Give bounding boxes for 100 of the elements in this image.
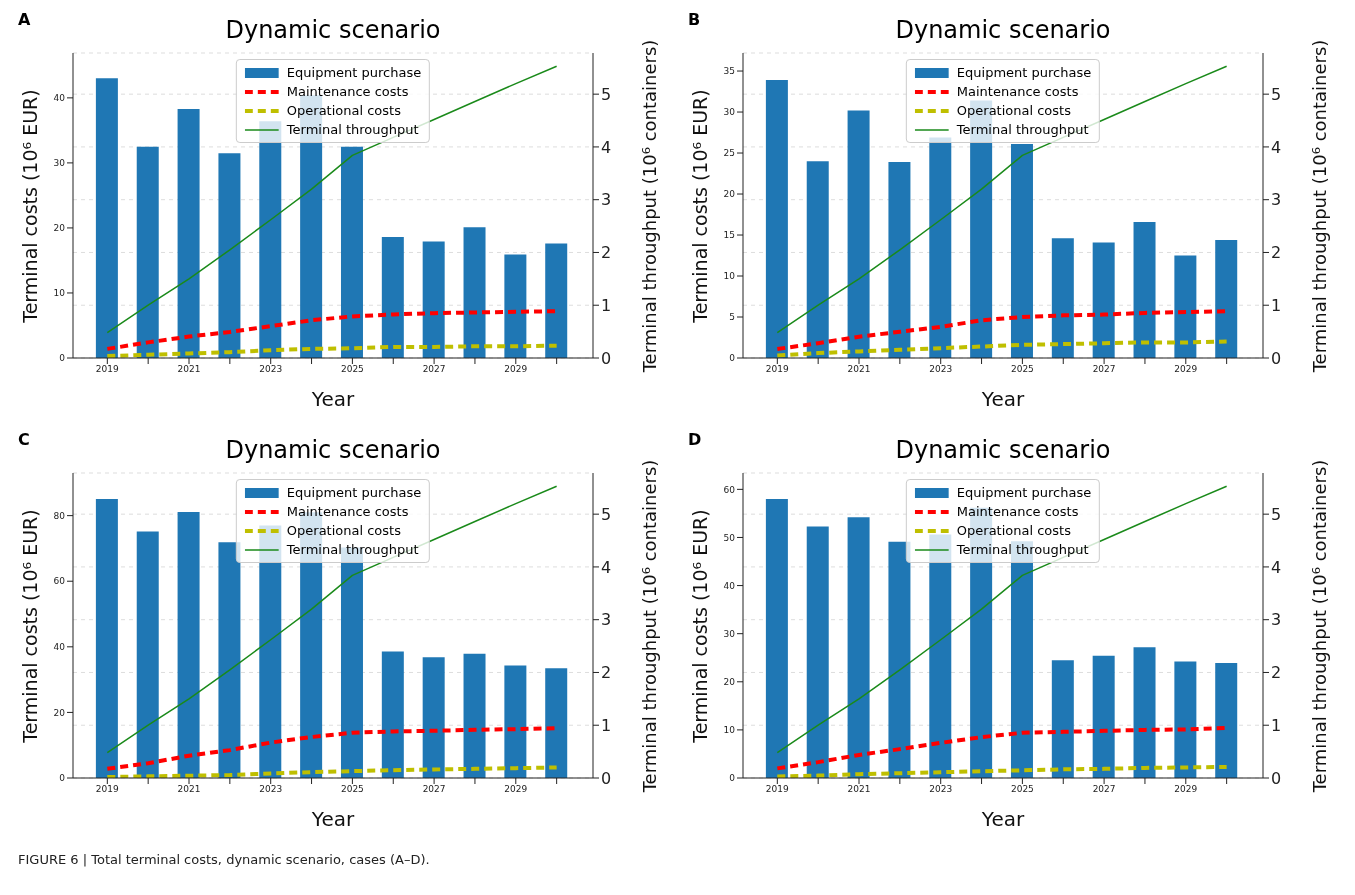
legend-label: Maintenance costs (956, 504, 1079, 519)
x-tick-label: 2027 (1092, 364, 1116, 375)
bar (545, 243, 568, 358)
y-tick-label: 10 (723, 725, 736, 736)
bar (95, 498, 118, 778)
y2-tick-label: 1 (601, 295, 612, 315)
y2-tick-label: 4 (1271, 137, 1282, 157)
bar (1092, 655, 1115, 778)
y-tick-label: 30 (53, 158, 66, 169)
x-tick-label: 2025 (340, 364, 364, 375)
bar (765, 498, 788, 778)
line-series (775, 339, 1229, 358)
y2-axis-title: Terminal throughput (10⁶ containers) (638, 39, 660, 372)
y-tick-label: 15 (723, 230, 735, 241)
y-tick-label: 5 (729, 312, 735, 323)
legend-label: Maintenance costs (956, 84, 1079, 99)
legend-label: Equipment purchase (286, 65, 422, 80)
x-tick-label: 2027 (422, 364, 446, 375)
x-tick-label: 2029 (1174, 784, 1198, 795)
y-tick-label: 10 (723, 271, 736, 282)
x-tick-label: 2021 (177, 784, 201, 795)
bar (1174, 255, 1197, 358)
y-tick-label: 40 (53, 642, 66, 653)
legend-label: Operational costs (956, 523, 1071, 538)
x-axis-title: Year (310, 387, 355, 411)
legend-label: Maintenance costs (286, 504, 409, 519)
x-tick-label: 2029 (504, 364, 528, 375)
y2-tick-label: 3 (1271, 610, 1282, 630)
bar (422, 241, 445, 358)
bar (1133, 221, 1156, 358)
y2-tick-label: 5 (601, 84, 612, 104)
x-tick-label: 2023 (259, 364, 283, 375)
y-tick-label: 30 (723, 628, 736, 639)
legend-label: Maintenance costs (286, 84, 409, 99)
text: B (688, 10, 701, 29)
text: C (18, 430, 30, 449)
y2-tick-label: 0 (1271, 348, 1282, 368)
y-tick-label: 20 (53, 707, 66, 718)
legend-label: Operational costs (286, 523, 401, 538)
x-tick-label: 2021 (847, 784, 871, 795)
x-tick-label: 2025 (340, 784, 364, 795)
y2-tick-label: 4 (601, 137, 612, 157)
bar (218, 153, 241, 358)
y-tick-label: 35 (723, 66, 735, 77)
line-series (105, 765, 559, 778)
y-tick-label: 0 (59, 773, 66, 784)
bar (1133, 647, 1156, 778)
bar (847, 517, 870, 778)
bar (806, 526, 829, 778)
text: A (18, 10, 31, 29)
line-series (106, 65, 558, 334)
legend-label: Operational costs (956, 103, 1071, 118)
chart-title: Dynamic scenario (894, 16, 1112, 44)
x-tick-label: 2019 (95, 784, 120, 795)
bar (1174, 661, 1197, 778)
bar (1051, 660, 1074, 778)
line-series (106, 485, 558, 754)
x-tick-label: 2019 (765, 784, 790, 795)
chart-title: Dynamic scenario (224, 16, 442, 44)
chart-title: Dynamic scenario (224, 436, 442, 464)
legend-label: Operational costs (286, 103, 401, 118)
x-tick-label: 2021 (177, 364, 201, 375)
chart-title: Dynamic scenario (894, 436, 1112, 464)
y-tick-label: 10 (53, 288, 66, 299)
y-axis-title: Terminal costs (10⁶ EUR) (689, 88, 711, 323)
y-tick-label: 60 (723, 484, 736, 495)
bar (545, 668, 568, 778)
bar (1215, 663, 1238, 778)
bar (136, 146, 159, 358)
y2-tick-label: 2 (1271, 663, 1282, 683)
bar (177, 512, 200, 778)
line-series (105, 343, 559, 358)
y-tick-label: 20 (723, 676, 736, 687)
caption: FIGURE 6 | Total terminal costs, dynamic scenario, cases (A–D). (18, 852, 430, 867)
line-series (776, 65, 1228, 334)
y2-tick-label: 5 (601, 504, 612, 524)
bar (218, 542, 241, 778)
y-tick-label: 0 (729, 353, 736, 364)
y2-tick-label: 0 (1271, 768, 1282, 788)
x-tick-label: 2023 (929, 364, 953, 375)
y2-axis-title: Terminal throughput (10⁶ containers) (1308, 39, 1330, 372)
y-tick-label: 20 (53, 223, 66, 234)
x-tick-label: 2021 (847, 364, 871, 375)
legend-label: Terminal throughput (956, 542, 1089, 557)
x-tick-label: 2025 (1010, 784, 1034, 795)
y2-tick-label: 1 (1271, 295, 1282, 315)
x-tick-label: 2027 (422, 784, 446, 795)
y-tick-label: 40 (723, 580, 736, 591)
x-tick-label: 2029 (1174, 364, 1198, 375)
y2-tick-label: 2 (601, 243, 612, 263)
bar (847, 110, 870, 358)
x-axis-title: Year (310, 807, 355, 831)
y2-tick-label: 3 (601, 610, 612, 630)
bar (888, 162, 911, 358)
bar (888, 541, 911, 778)
bar (381, 237, 404, 358)
line-series (776, 485, 1228, 754)
y2-tick-label: 2 (601, 663, 612, 683)
y2-tick-label: 3 (601, 190, 612, 210)
y2-tick-label: 1 (1271, 715, 1282, 735)
